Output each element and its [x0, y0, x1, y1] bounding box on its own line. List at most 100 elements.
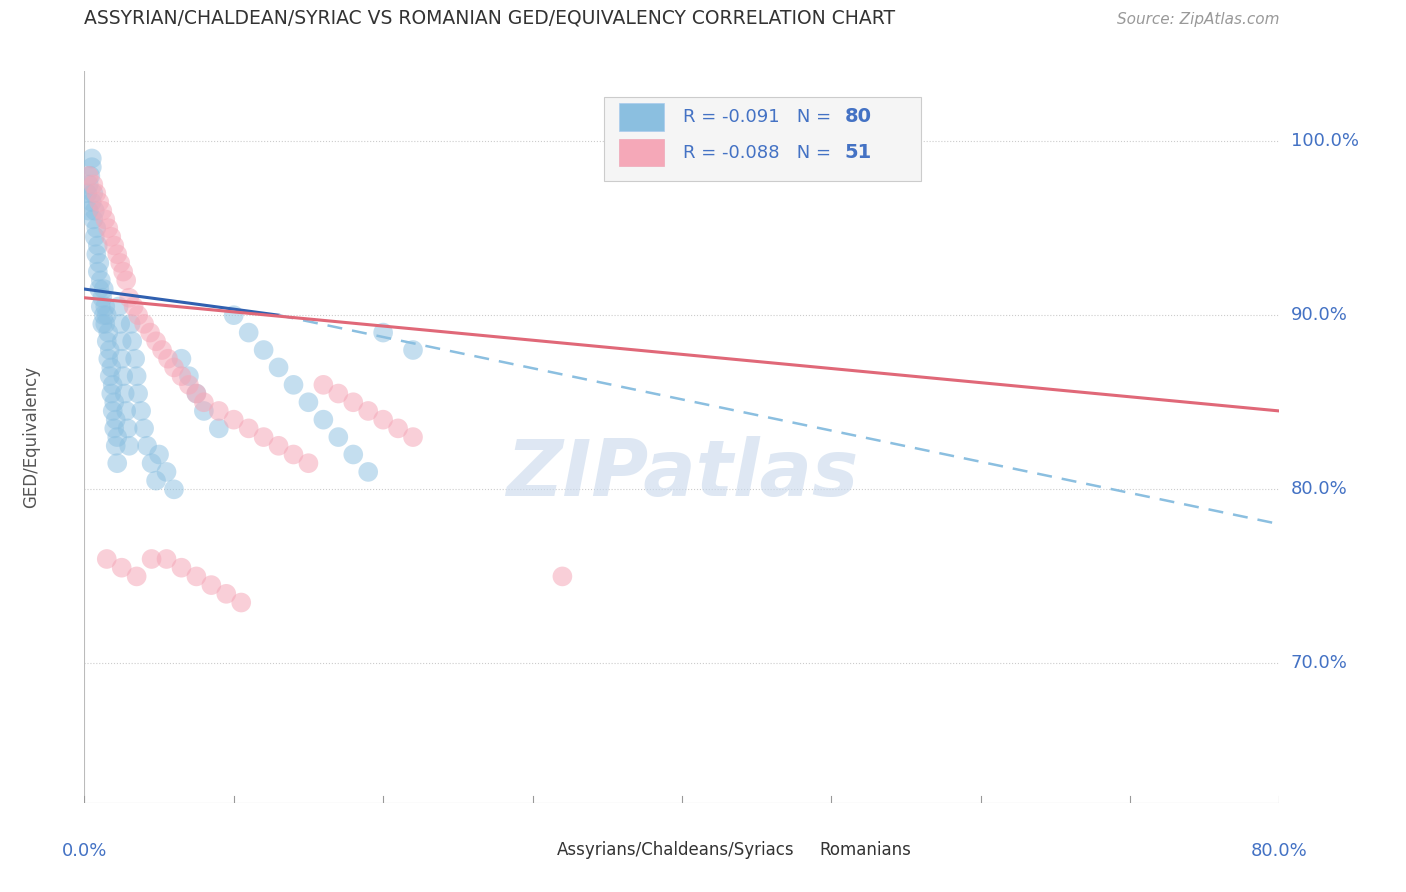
Point	[132, 317, 156, 331]
Text: GED/Equivalency: GED/Equivalency	[22, 366, 41, 508]
Point	[118, 291, 141, 305]
Point	[96, 308, 118, 322]
Point	[328, 386, 350, 401]
Point	[125, 369, 148, 384]
Point	[100, 229, 122, 244]
Point	[253, 430, 276, 444]
Point	[127, 386, 149, 401]
Point	[357, 465, 380, 479]
Point	[312, 377, 335, 392]
Point	[90, 300, 112, 314]
Bar	[619, 103, 664, 130]
Point	[76, 186, 98, 201]
Point	[200, 578, 222, 592]
Point	[387, 421, 409, 435]
Point	[253, 343, 276, 357]
Text: 80.0%: 80.0%	[1251, 842, 1308, 860]
Point	[114, 386, 136, 401]
Point	[312, 412, 335, 426]
Point	[82, 186, 104, 201]
Point	[89, 256, 111, 270]
Bar	[515, 841, 548, 862]
Point	[122, 300, 145, 314]
Point	[127, 308, 149, 322]
Point	[111, 351, 134, 366]
Point	[125, 569, 148, 583]
Point	[93, 308, 115, 322]
Point	[77, 178, 100, 192]
Point	[117, 421, 139, 435]
Point	[118, 439, 141, 453]
Point	[342, 395, 364, 409]
Point	[297, 456, 319, 470]
Point	[222, 412, 245, 426]
Point	[208, 404, 231, 418]
Point	[402, 343, 425, 357]
Point	[186, 386, 208, 401]
Point	[267, 360, 290, 375]
Point	[91, 291, 114, 305]
Point	[101, 404, 124, 418]
Text: 0.0%: 0.0%	[62, 842, 107, 860]
Point	[94, 317, 117, 331]
Point	[98, 343, 121, 357]
Point	[186, 386, 208, 401]
Point	[97, 326, 120, 340]
Point	[157, 351, 180, 366]
Point	[82, 212, 104, 227]
Text: R = -0.091   N =: R = -0.091 N =	[683, 108, 837, 126]
Point	[267, 439, 290, 453]
Point	[120, 317, 142, 331]
Point	[77, 203, 100, 218]
Point	[94, 212, 117, 227]
Text: 80: 80	[845, 107, 872, 126]
Point	[98, 369, 121, 384]
Point	[129, 404, 152, 418]
Point	[97, 351, 120, 366]
Point	[100, 386, 122, 401]
Point	[80, 194, 103, 209]
Point	[193, 404, 215, 418]
Point	[402, 430, 425, 444]
Point	[163, 360, 186, 375]
Point	[90, 273, 112, 287]
Text: 100.0%: 100.0%	[1291, 132, 1358, 150]
Point	[145, 334, 167, 349]
Point	[141, 552, 163, 566]
Point	[104, 439, 127, 453]
Point	[105, 247, 128, 261]
Point	[177, 377, 200, 392]
Text: R = -0.088   N =: R = -0.088 N =	[683, 144, 837, 161]
Point	[222, 308, 245, 322]
FancyBboxPatch shape	[605, 97, 921, 181]
Point	[111, 560, 134, 574]
Point	[155, 465, 177, 479]
Point	[177, 369, 200, 384]
Point	[112, 265, 135, 279]
Point	[100, 360, 122, 375]
Point	[357, 404, 380, 418]
Point	[141, 456, 163, 470]
Point	[145, 474, 167, 488]
Point	[170, 369, 193, 384]
Point	[215, 587, 238, 601]
Point	[86, 247, 108, 261]
Point	[342, 448, 364, 462]
Point	[148, 448, 170, 462]
Point	[373, 326, 395, 340]
Point	[170, 560, 193, 574]
Point	[193, 395, 215, 409]
Point	[551, 569, 574, 583]
Point	[155, 552, 177, 566]
Point	[77, 169, 100, 183]
Point	[170, 351, 193, 366]
Point	[105, 456, 128, 470]
Point	[103, 421, 125, 435]
Point	[83, 229, 105, 244]
Point	[80, 160, 103, 174]
Point	[101, 377, 124, 392]
Point	[112, 369, 135, 384]
Point	[86, 221, 108, 235]
Text: 51: 51	[845, 143, 872, 162]
Bar	[619, 138, 664, 167]
